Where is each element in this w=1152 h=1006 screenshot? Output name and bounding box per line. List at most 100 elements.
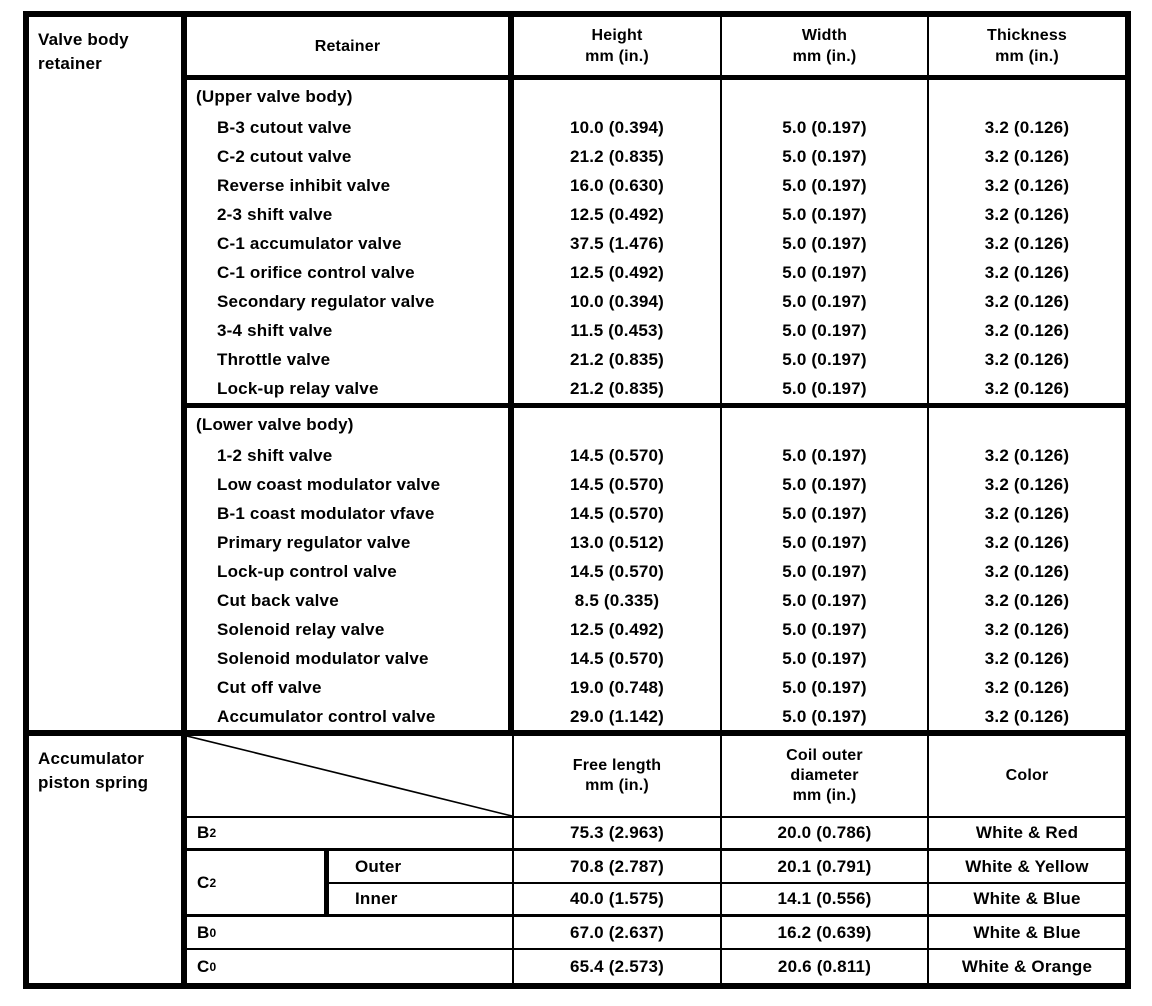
- retainer-name: Accumulator control valve: [187, 702, 514, 731]
- col-header-height: Height mm (in.): [514, 17, 722, 80]
- thickness-value: 3.2 (0.126): [984, 175, 1070, 195]
- thickness-value: 3.2 (0.126): [984, 677, 1070, 697]
- coil-diameter-value: 20.1 (0.791): [722, 851, 929, 884]
- spring-label-sub: 2: [209, 826, 217, 840]
- height-value: 14.5 (0.570): [514, 470, 722, 499]
- width-value: 5.0 (0.197): [722, 528, 929, 557]
- thickness-value: 3.2 (0.126): [984, 590, 1070, 610]
- height-value: 12.5 (0.492): [514, 200, 722, 229]
- thickness-value: 3.2 (0.126): [984, 349, 1070, 369]
- spring-label-sub: 2: [209, 875, 217, 890]
- diagonal-blank-cell: [187, 736, 514, 818]
- accumulator-header-row: Free length mm (in.) Coil outer diameter…: [187, 736, 1125, 818]
- height-value: 11.5 (0.453): [514, 316, 722, 345]
- thickness-value: 3.2 (0.126): [984, 204, 1070, 224]
- retainer-name: Solenoid modulator valve: [187, 644, 514, 673]
- height-value: 14.5 (0.570): [514, 499, 722, 528]
- lower-valve-rows: 1-2 shift valve 14.5 (0.570) 5.0 (0.197)…: [187, 441, 1125, 731]
- width-value: 5.0 (0.197): [722, 171, 929, 200]
- free-length-value: 67.0 (2.637): [514, 917, 722, 950]
- height-value: 10.0 (0.394): [514, 287, 722, 316]
- spring-label-sub: 0: [209, 925, 217, 940]
- col-header-retainer: Retainer: [187, 17, 514, 80]
- table-row: Secondary regulator valve 10.0 (0.394) 5…: [187, 287, 1125, 316]
- color-value: White & Yellow: [929, 851, 1125, 884]
- retainer-name: Cut back valve: [187, 586, 514, 615]
- empty-cell: [514, 80, 722, 113]
- height-value: 12.5 (0.492): [514, 258, 722, 287]
- width-value: 5.0 (0.197): [722, 142, 929, 171]
- table-row: B-1 coast modulator vfave 14.5 (0.570) 5…: [187, 499, 1125, 528]
- width-value: 5.0 (0.197): [722, 470, 929, 499]
- free-length-value: 75.3 (2.963): [514, 818, 722, 851]
- coil-diameter-value: 20.6 (0.811): [722, 950, 929, 983]
- col-header-width-unit: mm (in.): [792, 48, 857, 65]
- width-value: 5.0 (0.197): [722, 499, 929, 528]
- height-value: 8.5 (0.335): [514, 586, 722, 615]
- col-header-free-length: Free length mm (in.): [514, 736, 722, 818]
- table-row: Lock-up relay valve 21.2 (0.835) 5.0 (0.…: [187, 374, 1125, 403]
- upper-valve-rows: B-3 cutout valve 10.0 (0.394) 5.0 (0.197…: [187, 113, 1125, 403]
- width-value: 5.0 (0.197): [722, 113, 929, 142]
- height-value: 10.0 (0.394): [514, 113, 722, 142]
- retainer-name: Lock-up relay valve: [187, 374, 514, 403]
- retainer-name: Low coast modulator valve: [187, 470, 514, 499]
- accumulator-piston-spring-section: Accumulator piston spring Free length mm…: [29, 736, 1125, 983]
- upper-valve-body-block: (Upper valve body) B-3 cutout valve 10.0…: [187, 80, 1125, 408]
- width-value: 5.0 (0.197): [722, 287, 929, 316]
- table-row: C-1 accumulator valve 37.5 (1.476) 5.0 (…: [187, 229, 1125, 258]
- height-value: 21.2 (0.835): [514, 142, 722, 171]
- height-value: 13.0 (0.512): [514, 528, 722, 557]
- table-row: 1-2 shift valve 14.5 (0.570) 5.0 (0.197)…: [187, 441, 1125, 470]
- height-value: 14.5 (0.570): [514, 441, 722, 470]
- width-value: 5.0 (0.197): [722, 345, 929, 374]
- empty-cell: [514, 408, 722, 441]
- thickness-value: 3.2 (0.126): [984, 445, 1070, 465]
- height-value: 12.5 (0.492): [514, 615, 722, 644]
- free-length-unit: mm (in.): [585, 777, 649, 794]
- table-row: 2-3 shift valve 12.5 (0.492) 5.0 (0.197)…: [187, 200, 1125, 229]
- group-label-row: (Upper valve body): [187, 80, 1125, 113]
- group-label-row: (Lower valve body): [187, 408, 1125, 441]
- width-value: 5.0 (0.197): [722, 200, 929, 229]
- table-row: C-2 cutout valve 21.2 (0.835) 5.0 (0.197…: [187, 142, 1125, 171]
- thickness-value: 3.2 (0.126): [984, 262, 1070, 282]
- thickness-value: 3.2 (0.126): [984, 648, 1070, 668]
- height-value: 19.0 (0.748): [514, 673, 722, 702]
- table-row: Solenoid modulator valve 14.5 (0.570) 5.…: [187, 644, 1125, 673]
- width-value: 5.0 (0.197): [722, 586, 929, 615]
- accumulator-grid: Free length mm (in.) Coil outer diameter…: [187, 736, 1125, 983]
- retainer-name: Reverse inhibit valve: [187, 171, 514, 200]
- thickness-value: 3.2 (0.126): [984, 117, 1070, 137]
- col-header-retainer-label: Retainer: [314, 37, 381, 55]
- retainer-name: C-2 cutout valve: [187, 142, 514, 171]
- width-value: 5.0 (0.197): [722, 441, 929, 470]
- spring-label-base: B: [197, 922, 210, 942]
- thickness-value: 3.2 (0.126): [984, 320, 1070, 340]
- retainer-name: B-1 coast modulator vfave: [187, 499, 514, 528]
- table-row: Solenoid relay valve 12.5 (0.492) 5.0 (0…: [187, 615, 1125, 644]
- width-value: 5.0 (0.197): [722, 258, 929, 287]
- retainer-name: Primary regulator valve: [187, 528, 514, 557]
- retainer-name: B-3 cutout valve: [187, 113, 514, 142]
- width-value: 5.0 (0.197): [722, 557, 929, 586]
- height-value: 37.5 (1.476): [514, 229, 722, 258]
- thickness-value: 3.2 (0.126): [984, 291, 1070, 311]
- coil-unit: mm (in.): [792, 787, 857, 804]
- empty-cell: [722, 408, 929, 441]
- valve-body-grid: Retainer Height mm (in.) Width mm (in.) …: [187, 17, 1125, 731]
- thickness-value: 3.2 (0.126): [984, 561, 1070, 581]
- valve-body-retainer-section: Valve body retainer Retainer Height mm (…: [29, 17, 1125, 736]
- lower-valve-body-block: (Lower valve body) 1-2 shift valve 14.5 …: [187, 408, 1125, 731]
- spring-label-base: B: [197, 823, 210, 842]
- coil-diameter-value: 16.2 (0.639): [722, 917, 929, 950]
- color-value: White & Blue: [929, 884, 1125, 917]
- retainer-name: 1-2 shift valve: [187, 441, 514, 470]
- specifications-table: Valve body retainer Retainer Height mm (…: [23, 11, 1131, 989]
- col-header-coil-outer-diameter: Coil outer diameter mm (in.): [722, 736, 929, 818]
- retainer-name: Lock-up control valve: [187, 557, 514, 586]
- table-row: Low coast modulator valve 14.5 (0.570) 5…: [187, 470, 1125, 499]
- spring-label-base: C: [197, 956, 210, 976]
